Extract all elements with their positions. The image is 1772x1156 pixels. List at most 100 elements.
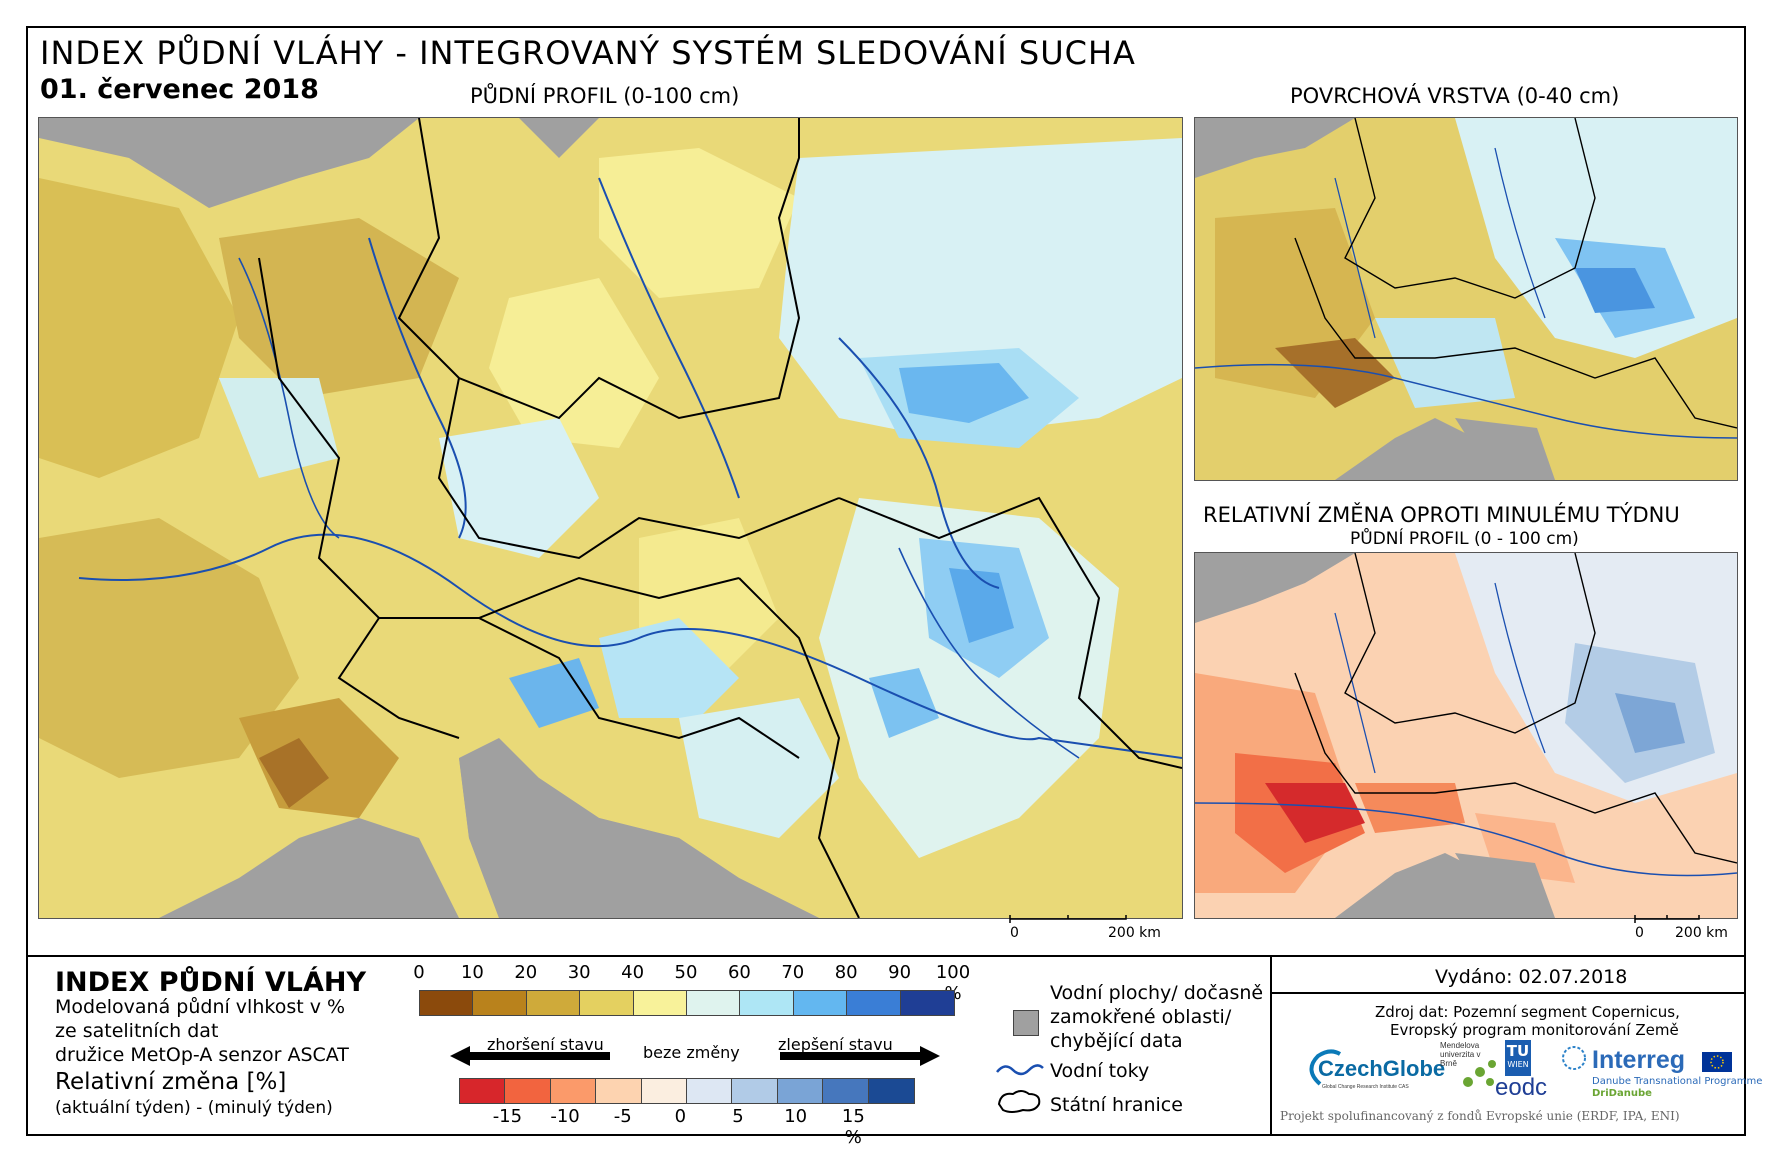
- change-tick-6: 15 %: [841, 1106, 865, 1148]
- change-tick-4: 5: [732, 1106, 744, 1127]
- czechglobe-subtitle: Global Change Research Institute CAS: [1322, 1084, 1409, 1090]
- index-tick-7: 70: [781, 962, 805, 983]
- relative-change-desc: (aktuální týden) - (minulý týden): [55, 1098, 333, 1118]
- relative-change-map[interactable]: [1194, 552, 1738, 919]
- small-scalebar-end: 200 km: [1675, 925, 1728, 941]
- index-tick-8: 80: [834, 962, 858, 983]
- change-swatch-3: [596, 1079, 642, 1103]
- no-change-label: beze změny: [643, 1043, 740, 1062]
- main-map-label: PŮDNÍ PROFIL (0-100 cm): [470, 84, 740, 108]
- interreg-logo: Interreg: [1592, 1046, 1686, 1074]
- index-tick-4: 40: [621, 962, 645, 983]
- mendelu-dots-icon: [1463, 1060, 1496, 1087]
- relative-change-title: Relativní změna [%]: [55, 1069, 287, 1095]
- change-swatch-8: [823, 1079, 869, 1103]
- dridanube-label: DriDanube: [1592, 1088, 1652, 1099]
- water-areas-swatch: [1013, 1010, 1039, 1036]
- surface-map-label: POVRCHOVÁ VRSTVA (0-40 cm): [1290, 84, 1620, 108]
- main-scalebar-zero: 0: [1010, 925, 1019, 941]
- legend-desc-1: Modelovaná půdní vlhkost v %: [55, 996, 346, 1018]
- tu-wordmark: TU: [1506, 1042, 1530, 1060]
- river-symbol-icon: [996, 1064, 1044, 1076]
- water-label-1: Vodní plochy/ dočasně: [1050, 982, 1264, 1004]
- mendelu-text: Mendelova univerzita v Brně: [1440, 1041, 1481, 1068]
- legend-title: INDEX PŮDNÍ VLÁHY: [55, 967, 367, 998]
- index-swatch-7: [793, 991, 848, 1015]
- change-tick-3: 0: [674, 1106, 687, 1127]
- change-swatch-5: [687, 1079, 733, 1103]
- change-map-subtitle: PŮDNÍ PROFIL (0 - 100 cm): [1350, 529, 1579, 549]
- main-scalebar-end: 200 km: [1108, 925, 1161, 941]
- index-swatch-9: [900, 991, 955, 1015]
- index-tick-2: 20: [514, 962, 538, 983]
- main-map-svg: [39, 118, 1182, 918]
- index-tick-1: 10: [460, 962, 484, 983]
- surface-map-svg: [1195, 118, 1737, 480]
- change-swatch-7: [777, 1079, 824, 1103]
- change-swatch-4: [641, 1079, 688, 1103]
- page-title: INDEX PŮDNÍ VLÁHY - INTEGROVANÝ SYSTÉM S…: [40, 34, 1136, 72]
- eu-flag-icon: [1702, 1052, 1732, 1072]
- source-line-2: Evropský program monitorování Země: [1390, 1021, 1679, 1039]
- change-swatch-2: [550, 1079, 597, 1103]
- change-swatch-1: [505, 1079, 551, 1103]
- rivers-label: Vodní toky: [1050, 1060, 1150, 1082]
- soil-moisture-color-ramp: [419, 990, 955, 1016]
- credits-separator: [1270, 956, 1272, 1136]
- interreg-star-icon: [1562, 1046, 1586, 1070]
- legend-desc-2: ze satelitních dat: [55, 1020, 219, 1042]
- change-swatch-6: [732, 1079, 778, 1103]
- main-soil-moisture-map[interactable]: [38, 117, 1183, 919]
- issued-separator: [1270, 992, 1746, 994]
- change-swatch-0: [460, 1079, 506, 1103]
- cofinancing-footer: Projekt spolufinancovaný z fondů Evropsk…: [1280, 1109, 1680, 1123]
- better-label: zlepšení stavu: [778, 1035, 893, 1054]
- small-scalebar-zero: 0: [1635, 925, 1644, 941]
- czechglobe-swoosh-icon: [1309, 1049, 1342, 1086]
- tu-wien-logo: TU WIEN: [1505, 1040, 1531, 1076]
- legend-desc-3: družice MetOp-A senzor ASCAT: [55, 1044, 349, 1066]
- change-tick-1: -10: [550, 1106, 580, 1127]
- eodc-logo: eodc: [1495, 1074, 1548, 1101]
- main-scalebar: 0 200 km: [1009, 915, 1161, 941]
- index-swatch-4: [633, 991, 688, 1015]
- water-label-3: chybějící data: [1050, 1030, 1183, 1052]
- index-tick-5: 50: [674, 962, 698, 983]
- change-direction-arrows: [450, 1046, 940, 1066]
- index-swatch-0: [420, 991, 474, 1015]
- eu-stars-icon: [1710, 1055, 1724, 1069]
- index-swatch-5: [687, 991, 741, 1015]
- change-swatch-9: [868, 1079, 915, 1103]
- surface-layer-map[interactable]: [1194, 117, 1738, 481]
- index-swatch-2: [526, 991, 581, 1015]
- interreg-subtitle: Danube Transnational Programme: [1592, 1076, 1763, 1087]
- change-map-title: RELATIVNÍ ZMĚNA OPROTI MINULÉMU TÝDNU: [1203, 503, 1680, 527]
- change-tick-0: -15: [492, 1106, 523, 1127]
- issued-date: Vydáno: 02.07.2018: [1435, 966, 1628, 988]
- change-map-svg: [1195, 553, 1737, 918]
- index-swatch-8: [847, 991, 901, 1015]
- czechglobe-wordmark: CzechGlobe: [1318, 1056, 1446, 1081]
- index-tick-3: 30: [567, 962, 591, 983]
- index-tick-9: 90: [888, 962, 912, 983]
- source-line-1: Zdroj dat: Pozemní segment Copernicus,: [1375, 1003, 1680, 1021]
- relative-change-color-ramp: [459, 1078, 915, 1104]
- main-scalebar-graphic: [1009, 915, 1127, 923]
- map-date: 01. červenec 2018: [40, 74, 319, 105]
- tu-wien-sub: WIEN: [1507, 1060, 1529, 1069]
- index-swatch-3: [580, 991, 634, 1015]
- small-scalebar-graphic: [1634, 915, 1700, 923]
- index-tick-0: 0: [413, 962, 425, 983]
- small-scalebar: 0 200 km: [1634, 915, 1728, 941]
- border-symbol-icon: [997, 1090, 1041, 1113]
- index-tick-6: 60: [727, 962, 751, 983]
- change-tick-2: -5: [613, 1106, 632, 1127]
- water-label-2: zamokřené oblasti/: [1050, 1006, 1232, 1028]
- worse-label: zhoršení stavu: [487, 1035, 604, 1054]
- borders-label: Státní hranice: [1050, 1094, 1183, 1116]
- index-swatch-1: [473, 991, 527, 1015]
- index-swatch-6: [740, 991, 794, 1015]
- legend-separator: [26, 955, 1746, 957]
- change-tick-5: 10: [784, 1106, 808, 1127]
- sheet-frame: [26, 26, 1746, 1136]
